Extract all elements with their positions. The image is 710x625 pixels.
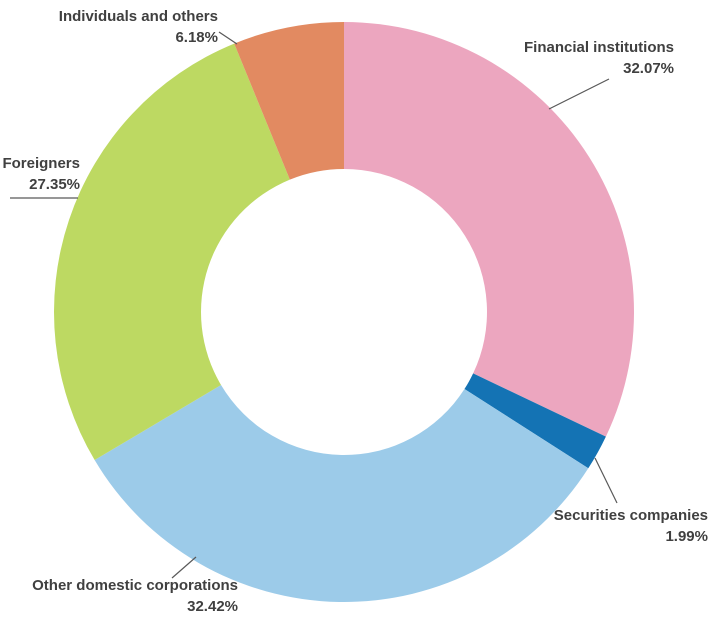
slice-label-percent: 1.99%	[665, 528, 708, 545]
leader-line-individuals-and-others	[218, 31, 238, 45]
donut-slice-4	[234, 22, 344, 180]
slice-label-name: Foreigners	[2, 155, 80, 172]
donut-slices	[53, 21, 635, 603]
donut-slice-1	[464, 373, 606, 469]
donut-slice-2	[94, 385, 589, 603]
slice-label-percent: 27.35%	[29, 176, 80, 193]
slice-label-financial-institutions: Financial institutions 32.07%	[524, 37, 674, 79]
slice-label-name: Other domestic corporations	[32, 577, 238, 594]
slice-label-percent: 6.18%	[175, 29, 218, 46]
slice-label-name: Financial institutions	[523, 39, 674, 56]
slice-label-name: Individuals and others	[58, 8, 218, 25]
slice-label-foreigners: Foreigners 27.35%	[2, 153, 80, 195]
slice-label-percent: 32.42%	[187, 598, 238, 615]
slice-label-other-domestic-corporations: Other domestic corporations 32.42%	[32, 575, 238, 617]
slice-label-securities-companies: Securities companies 1.99%	[554, 505, 708, 547]
slice-label-name: Securities companies	[553, 507, 708, 524]
slice-label-individuals-and-others: Individuals and others 6.18%	[59, 6, 218, 48]
leader-line-other-domestic-corporations	[171, 556, 197, 579]
donut-slice-3	[53, 43, 290, 461]
donut-slice-0	[344, 21, 635, 437]
leader-line-securities-companies	[594, 457, 618, 504]
slice-label-percent: 32.07%	[623, 60, 674, 77]
leader-line-financial-institutions	[548, 78, 610, 110]
leader-lines	[10, 31, 618, 579]
